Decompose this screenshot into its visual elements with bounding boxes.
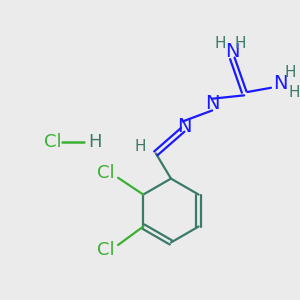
Text: N: N bbox=[273, 74, 287, 93]
Text: H: H bbox=[235, 36, 247, 51]
Text: H: H bbox=[88, 133, 102, 151]
Text: Cl: Cl bbox=[98, 241, 115, 259]
Text: H: H bbox=[215, 36, 226, 51]
Text: Cl: Cl bbox=[98, 164, 115, 182]
Text: N: N bbox=[225, 42, 240, 61]
Text: H: H bbox=[289, 85, 300, 100]
Text: H: H bbox=[135, 139, 146, 154]
Text: Cl: Cl bbox=[44, 133, 62, 151]
Text: H: H bbox=[285, 65, 296, 80]
Text: N: N bbox=[177, 117, 192, 136]
Text: N: N bbox=[205, 94, 219, 113]
